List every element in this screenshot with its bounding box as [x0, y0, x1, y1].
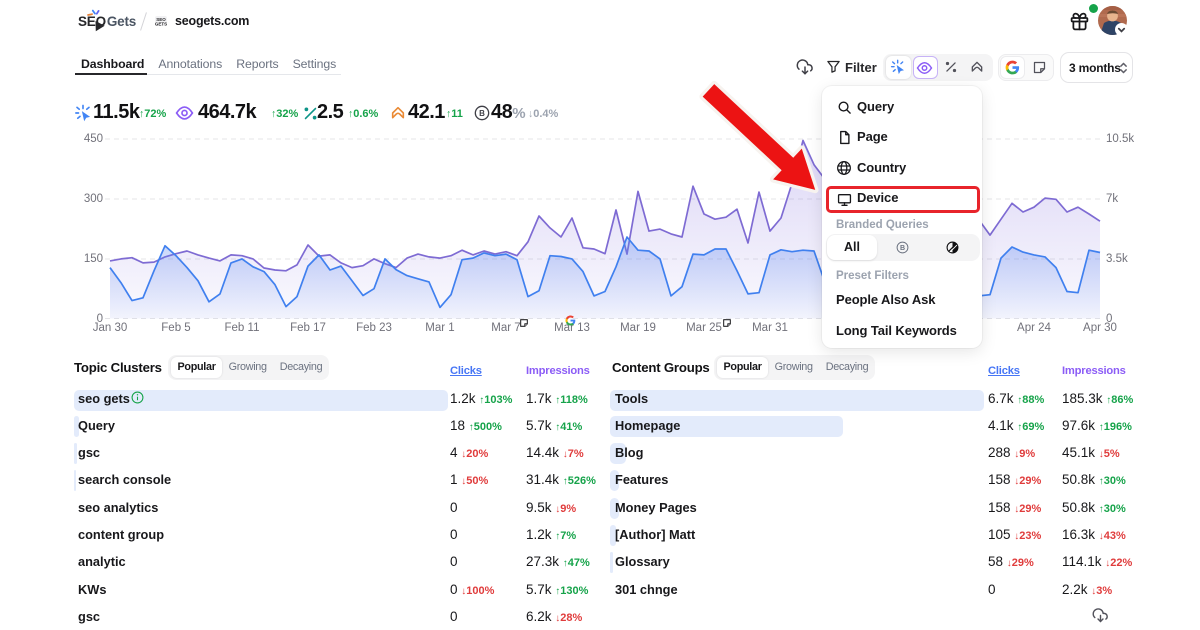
- svg-text:GETS: GETS: [155, 22, 167, 27]
- svg-text:SEO: SEO: [156, 17, 166, 22]
- svg-text:B: B: [900, 245, 905, 252]
- svg-text:B: B: [479, 109, 485, 118]
